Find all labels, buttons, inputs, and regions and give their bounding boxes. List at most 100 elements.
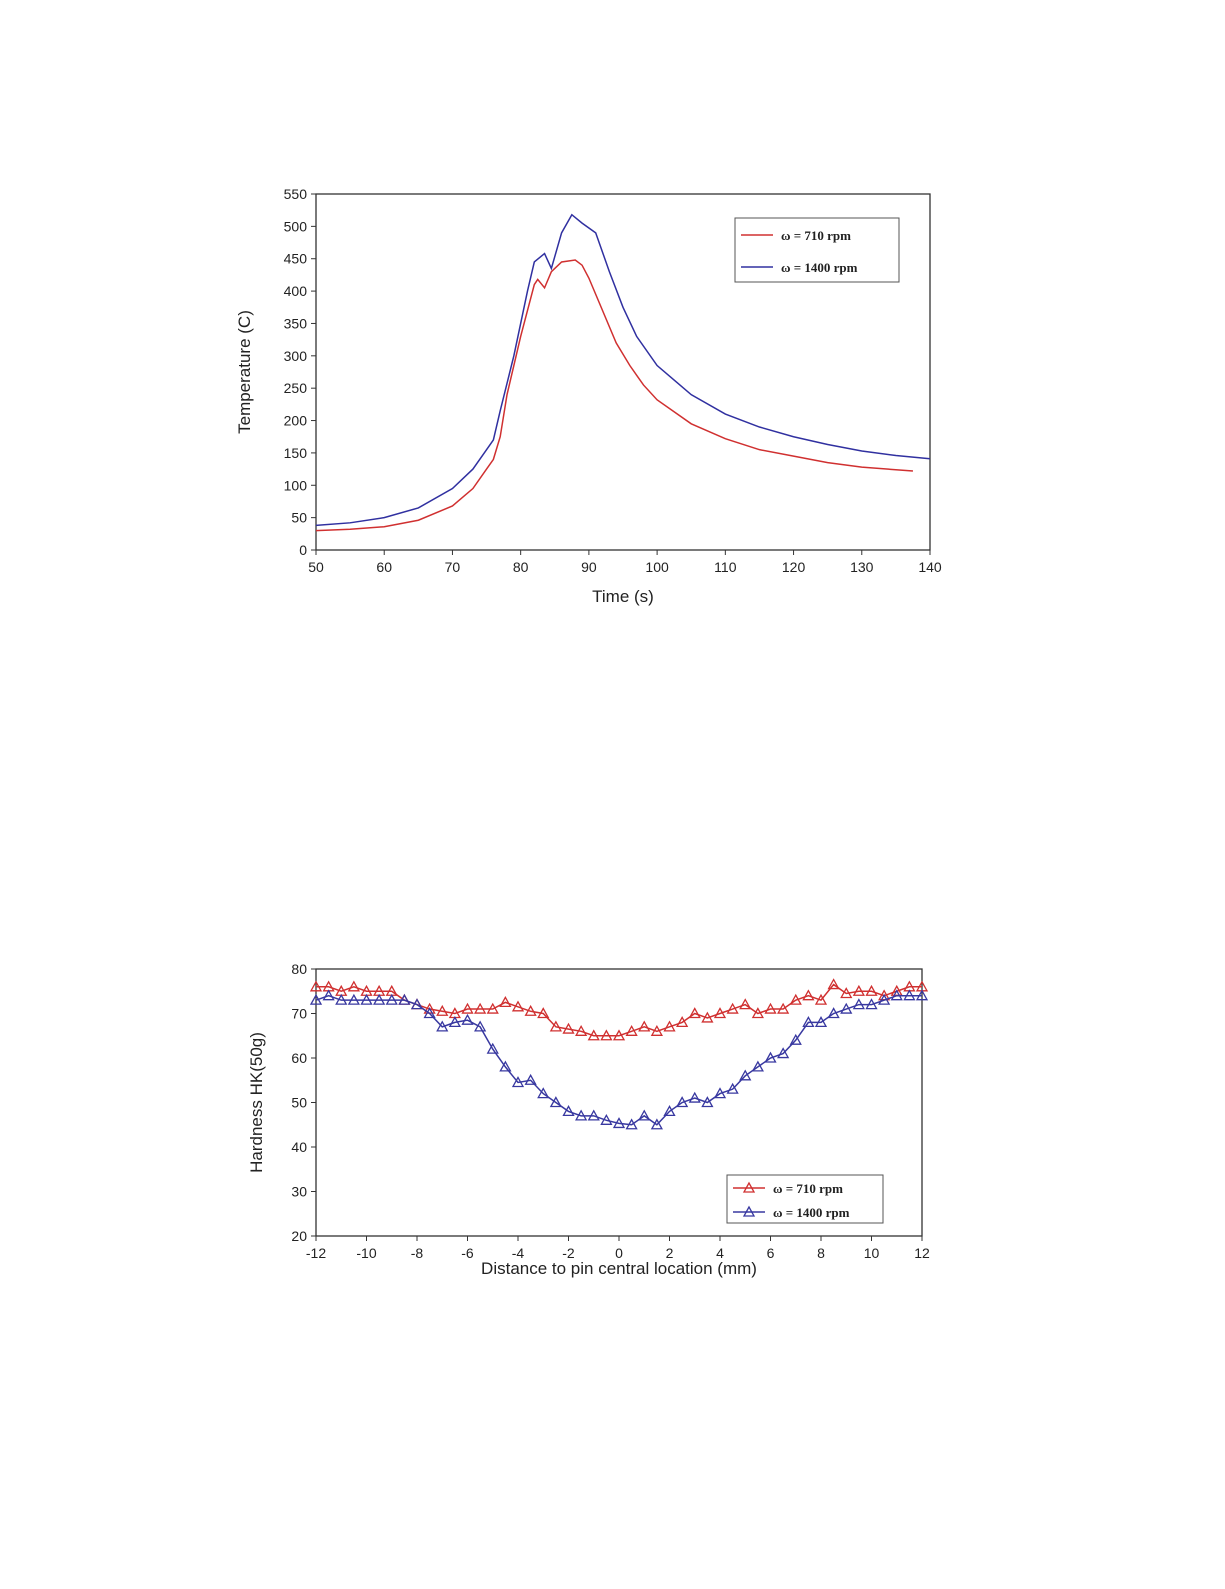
data-point — [638, 1109, 651, 1121]
data-point — [777, 1002, 790, 1014]
data-point — [789, 1033, 802, 1045]
y-tick-label: 30 — [291, 1184, 307, 1200]
data-point — [739, 1069, 752, 1081]
x-tick-label: 70 — [445, 559, 461, 575]
x-tick-label: 2 — [666, 1245, 674, 1261]
x-tick-label: 60 — [376, 559, 392, 575]
x-tick-label: 140 — [918, 559, 942, 575]
data-point — [726, 1002, 739, 1014]
data-point — [625, 1118, 638, 1130]
legend-box — [734, 217, 900, 283]
data-point — [789, 993, 802, 1005]
data-point — [890, 989, 903, 1001]
data-point — [474, 1020, 487, 1032]
x-tick-label: -12 — [306, 1245, 326, 1261]
data-point — [676, 1016, 689, 1028]
data-point — [524, 1004, 537, 1016]
data-point — [701, 1096, 714, 1108]
y-tick-label: 200 — [284, 413, 308, 429]
y-tick-label: 350 — [284, 315, 308, 331]
legend-marker — [742, 1181, 756, 1193]
data-point — [549, 1020, 562, 1032]
data-point — [309, 980, 323, 992]
data-point — [764, 1002, 777, 1014]
y-tick-label: 70 — [291, 1006, 307, 1022]
data-point — [915, 989, 929, 1001]
x-tick-label: 110 — [714, 559, 737, 575]
legend-marker — [742, 1205, 756, 1217]
legend-label: ω = 1400 rpm — [781, 260, 858, 275]
y-tick-label: 60 — [291, 1050, 307, 1066]
data-point — [347, 993, 360, 1005]
y-tick-label: 400 — [284, 283, 308, 299]
data-point — [852, 984, 865, 996]
x-tick-label: 6 — [767, 1245, 775, 1261]
y-tick-label: 100 — [284, 477, 308, 493]
x-tick-label: 80 — [513, 559, 529, 575]
y-tick-label: 550 — [284, 186, 308, 202]
data-point — [865, 984, 878, 996]
x-tick-label: -10 — [356, 1245, 376, 1261]
x-axis-label: Time (s) — [592, 587, 654, 606]
series-line — [315, 259, 914, 532]
x-tick-label: 10 — [864, 1245, 880, 1261]
y-tick-label: 500 — [284, 218, 308, 234]
x-tick-label: -4 — [512, 1245, 525, 1261]
plot-frame — [315, 193, 931, 551]
data-point — [802, 1016, 815, 1028]
y-tick-label: 40 — [291, 1139, 307, 1155]
data-point — [499, 1060, 512, 1072]
data-point — [575, 1024, 588, 1036]
data-point — [852, 998, 865, 1010]
y-tick-label: 150 — [284, 445, 308, 461]
legend-label: ω = 1400 rpm — [773, 1205, 850, 1220]
x-tick-label: 50 — [308, 559, 324, 575]
x-tick-label: 12 — [914, 1245, 930, 1261]
x-tick-label: 4 — [716, 1245, 724, 1261]
data-point — [625, 1024, 638, 1036]
data-point — [663, 1105, 676, 1117]
data-point — [322, 989, 335, 1001]
legend: ω = 710 rpm ω = 1400 rpm — [734, 217, 900, 283]
data-point — [587, 1109, 600, 1121]
data-point — [726, 1082, 739, 1094]
data-point — [638, 1020, 651, 1032]
legend: ω = 710 rpm ω = 1400 rpm — [726, 1174, 884, 1224]
y-tick-label: 0 — [299, 542, 307, 558]
data-point — [612, 1117, 626, 1129]
x-tick-label: -6 — [461, 1245, 474, 1261]
data-point — [575, 1109, 588, 1121]
data-point — [713, 1007, 727, 1019]
data-point — [751, 1060, 764, 1072]
data-point — [840, 987, 853, 999]
data-point — [410, 998, 424, 1010]
data-point — [903, 989, 916, 1001]
data-point — [524, 1073, 537, 1085]
data-point — [802, 989, 815, 1001]
data-point — [549, 1096, 562, 1108]
data-point — [676, 1096, 689, 1108]
chart-2: -12 -10 -8 -6 -4 -2 0 2 4 6 8 10 12 20 30 40 50 60 70 80 Dis… — [247, 961, 930, 1278]
data-point — [650, 1024, 663, 1036]
series-2 — [315, 213, 931, 527]
x-tick-label: 100 — [645, 559, 669, 575]
data-point — [486, 1042, 499, 1054]
data-point — [474, 1002, 487, 1014]
data-point — [347, 980, 360, 992]
data-point — [499, 996, 512, 1008]
data-point — [511, 1076, 525, 1088]
data-point — [309, 993, 323, 1005]
x-tick-label: 130 — [850, 559, 874, 575]
x-axis-label: Distance to pin central location (mm) — [481, 1259, 757, 1278]
x-tick-label: 8 — [817, 1245, 825, 1261]
y-tick-label: 20 — [291, 1228, 307, 1244]
data-point — [486, 1002, 499, 1014]
data-point — [335, 993, 348, 1005]
data-point — [600, 1113, 613, 1125]
y-tick-label: 50 — [291, 1095, 307, 1111]
data-point — [751, 1007, 764, 1019]
data-point — [764, 1051, 777, 1063]
data-point — [385, 993, 398, 1005]
data-point — [587, 1029, 600, 1041]
data-point — [423, 1007, 436, 1019]
